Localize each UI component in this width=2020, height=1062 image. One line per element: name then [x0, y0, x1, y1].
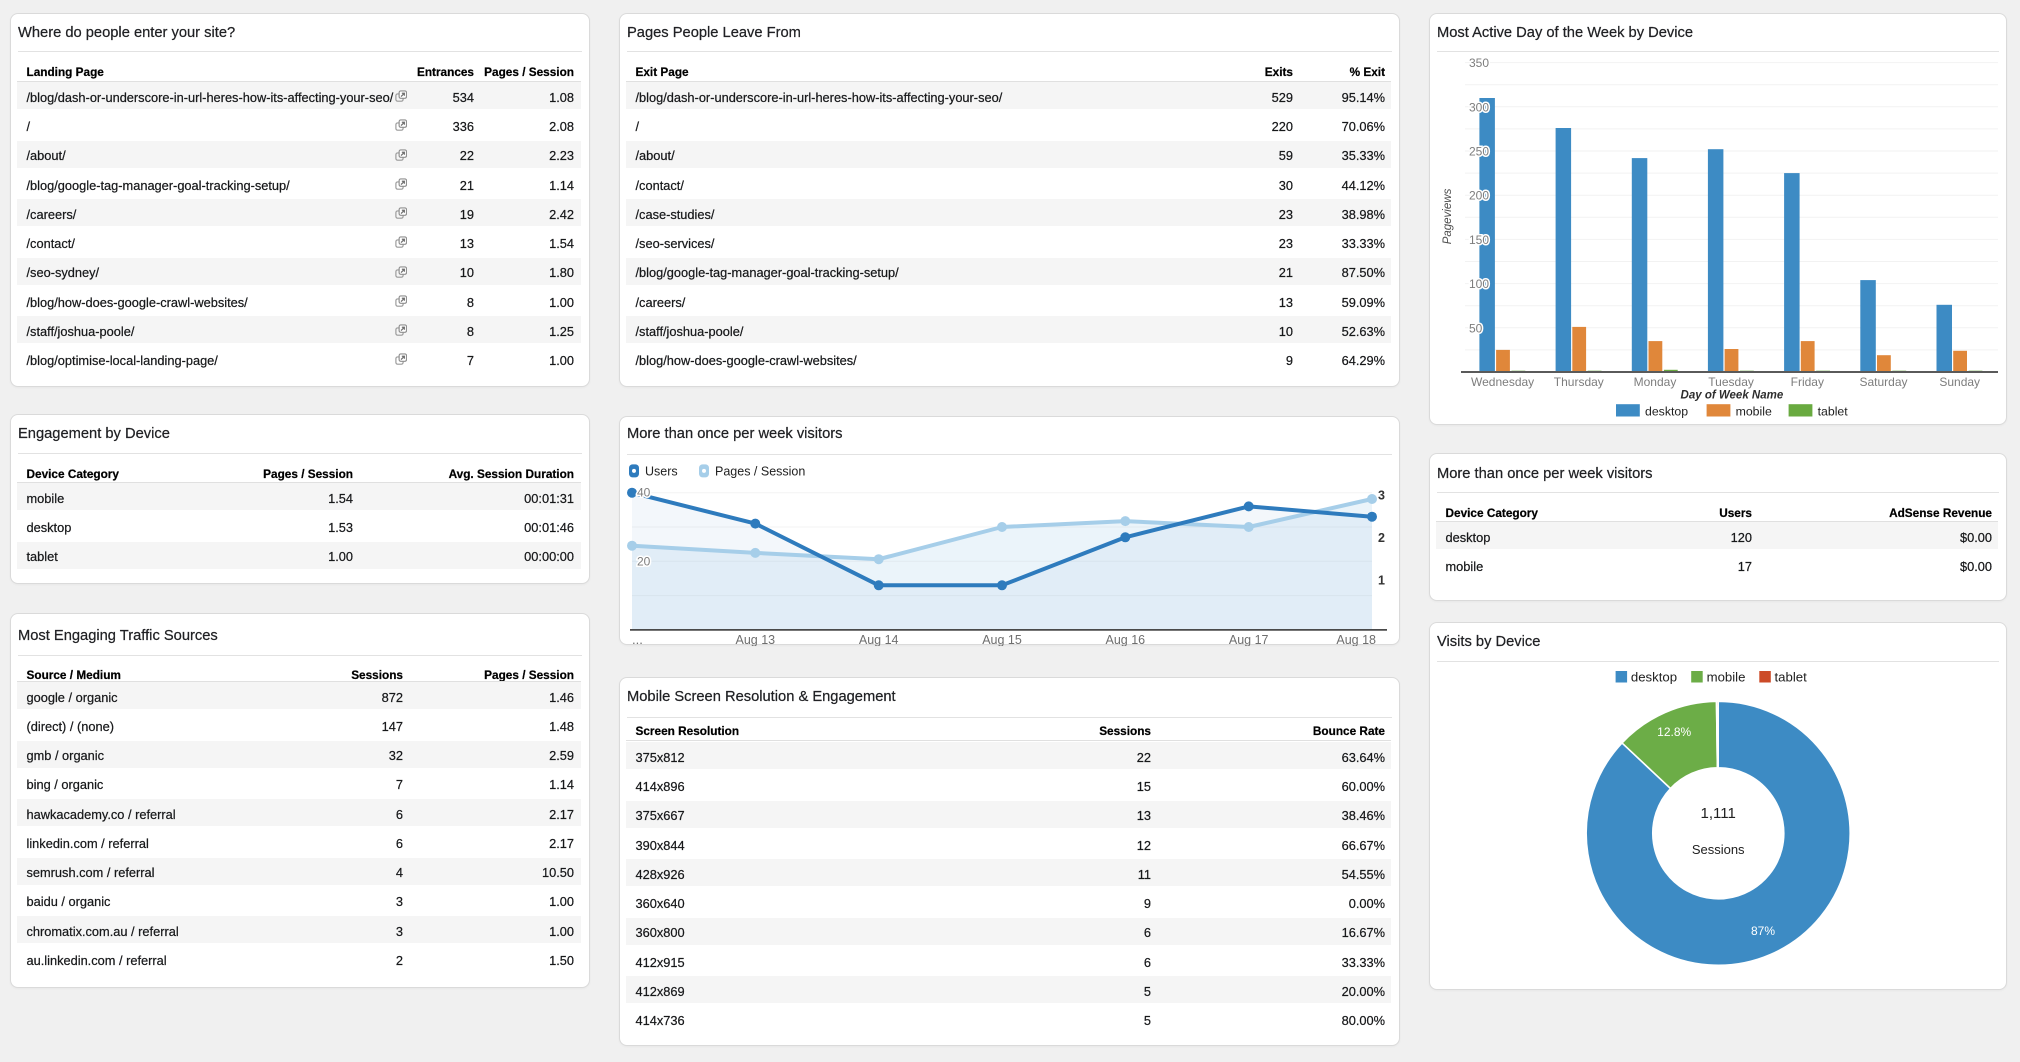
svg-text:Aug 13: Aug 13 — [735, 633, 775, 646]
svg-text:100: 100 — [1469, 277, 1489, 291]
svg-text:200: 200 — [1469, 189, 1489, 203]
svg-text:250: 250 — [1469, 145, 1489, 159]
svg-text:Aug 14: Aug 14 — [859, 633, 899, 646]
svg-text:Pageviews: Pageviews — [1442, 188, 1454, 244]
svg-text:Aug 17: Aug 17 — [1229, 633, 1269, 646]
svg-text:Pages / Session: Pages / Session — [715, 465, 805, 479]
svg-text:desktop: desktop — [1631, 670, 1677, 685]
svg-text:Aug 18: Aug 18 — [1336, 633, 1376, 646]
svg-text:350: 350 — [1469, 56, 1489, 70]
svg-text:...: ... — [632, 632, 643, 646]
svg-text:Sessions: Sessions — [1692, 842, 1745, 857]
svg-text:1: 1 — [1378, 574, 1385, 588]
svg-text:Monday: Monday — [1634, 375, 1677, 389]
svg-text:Saturday: Saturday — [1859, 375, 1907, 389]
svg-text:mobile: mobile — [1707, 670, 1746, 685]
svg-text:Users: Users — [645, 465, 678, 479]
svg-text:20: 20 — [637, 554, 651, 568]
svg-text:desktop: desktop — [1645, 405, 1688, 419]
svg-text:87%: 87% — [1751, 924, 1775, 938]
svg-text:300: 300 — [1469, 100, 1489, 114]
svg-text:mobile: mobile — [1736, 405, 1772, 419]
svg-text:Thursday: Thursday — [1554, 375, 1604, 389]
svg-text:2: 2 — [1378, 531, 1385, 545]
svg-text:tablet: tablet — [1818, 405, 1849, 419]
svg-text:1,111: 1,111 — [1701, 805, 1736, 822]
svg-text:Wednesday: Wednesday — [1471, 375, 1534, 389]
svg-text:Aug 16: Aug 16 — [1105, 633, 1145, 646]
svg-text:tablet: tablet — [1775, 670, 1808, 685]
svg-text:Sunday: Sunday — [1939, 375, 1980, 389]
svg-text:Friday: Friday — [1791, 375, 1824, 389]
svg-text:50: 50 — [1469, 321, 1483, 335]
svg-text:Aug 15: Aug 15 — [982, 633, 1022, 646]
svg-text:Day of Week Name: Day of Week Name — [1681, 390, 1784, 402]
svg-text:150: 150 — [1469, 233, 1489, 247]
svg-text:40: 40 — [637, 486, 651, 500]
svg-text:12.8%: 12.8% — [1657, 725, 1691, 739]
svg-text:Tuesday: Tuesday — [1708, 375, 1754, 389]
svg-text:3: 3 — [1378, 489, 1385, 503]
